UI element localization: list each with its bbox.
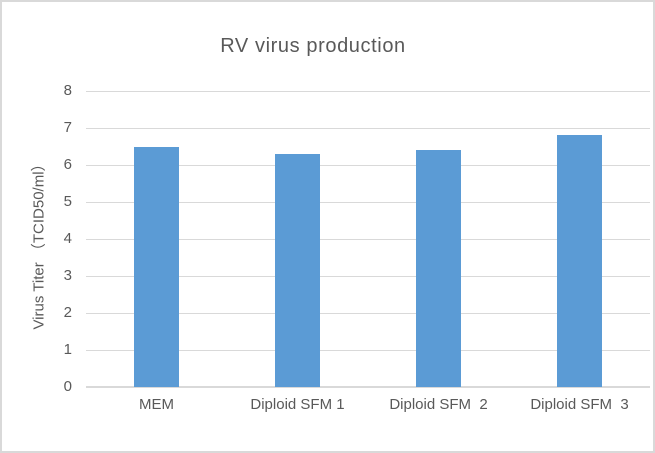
x-category-label: Diploid SFM 1 [250, 396, 345, 413]
gridline [86, 312, 650, 314]
y-tick-label: 0 [63, 378, 72, 395]
bar-diploid-sfm-1 [275, 153, 320, 387]
gridline [86, 90, 650, 92]
gridline [86, 201, 650, 203]
gridline [86, 238, 650, 240]
x-category-label: MEM [139, 396, 174, 413]
y-tick-label: 8 [63, 82, 72, 99]
y-tick-label: 6 [63, 156, 72, 173]
bar-diploid-sfm-2 [416, 150, 461, 387]
gridline [86, 349, 650, 351]
y-tick-label: 5 [63, 193, 72, 210]
x-axis-line [86, 386, 650, 388]
bar-mem [134, 146, 179, 387]
bar-diploid-sfm-3 [557, 135, 602, 387]
y-tick-label: 3 [63, 267, 72, 284]
x-category-label: Diploid SFM 2 [389, 396, 488, 413]
y-tick-label: 1 [63, 341, 72, 358]
y-tick-label: 4 [63, 230, 72, 247]
chart-title: RV virus production [220, 35, 406, 57]
y-tick-label: 7 [63, 119, 72, 136]
plot-area [86, 90, 650, 388]
gridline [86, 127, 650, 129]
gridline [86, 164, 650, 166]
gridline [86, 275, 650, 277]
y-tick-label: 2 [63, 304, 72, 321]
x-category-label: Diploid SFM 3 [530, 396, 629, 413]
